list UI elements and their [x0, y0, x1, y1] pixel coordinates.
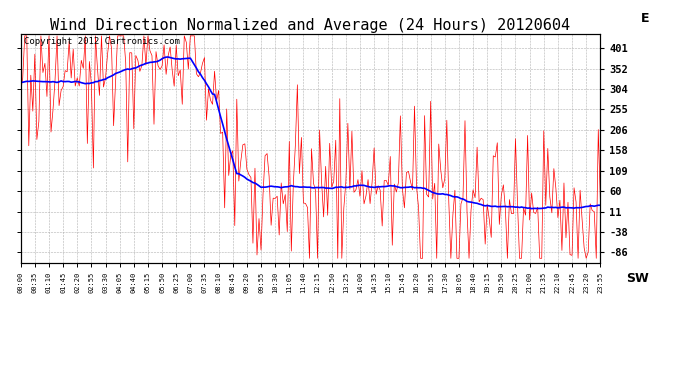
Text: SW: SW: [626, 272, 649, 285]
Text: Copyright 2012 Cartronics.com: Copyright 2012 Cartronics.com: [23, 37, 179, 46]
Title: Wind Direction Normalized and Average (24 Hours) 20120604: Wind Direction Normalized and Average (2…: [50, 18, 571, 33]
Text: E: E: [640, 12, 649, 24]
